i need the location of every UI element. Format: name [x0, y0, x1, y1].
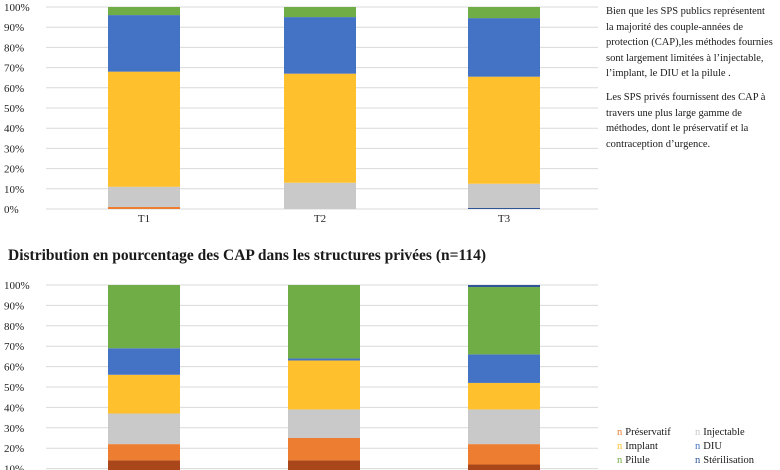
top-chart-y-tick-label: 90%	[4, 22, 24, 34]
bottom-chart-y-tick-label: 60%	[4, 362, 24, 374]
top-chart-y-tick-label: 100%	[4, 2, 30, 14]
legend-label: Stérilisation	[703, 455, 754, 466]
top-chart-bar-segment	[468, 18, 540, 77]
legend-marker-icon: n	[695, 455, 701, 466]
bottom-chart-bar-segment	[288, 358, 360, 361]
top-chart-bar-segment	[284, 73, 356, 183]
bottom-chart-bar-segment	[288, 409, 360, 438]
top-chart-bar-segment	[108, 206, 180, 209]
legend-label: Implant	[625, 441, 658, 452]
bottom-chart-bar-segment	[468, 285, 540, 288]
bottom-chart-bar-segment	[108, 413, 180, 445]
side-note: Bien que les SPS publics représentent la…	[606, 4, 774, 160]
legend-item: n Préservatif	[617, 426, 695, 440]
bottom-chart-y-tick-label: 10%	[4, 464, 24, 470]
bottom-chart-title: Distribution en pourcentage des CAP dans…	[8, 247, 487, 264]
top-chart-y-tick-label: 40%	[4, 123, 24, 135]
bottom-chart-bar-segment	[468, 464, 540, 470]
bottom-chart-y-tick-label: 40%	[4, 402, 24, 414]
top-chart-category-label: T2	[314, 213, 326, 225]
bottom-chart-y-tick-label: 90%	[4, 300, 24, 312]
bottom-chart-bar-segment	[108, 444, 180, 461]
bottom-chart-y-tick-label: 80%	[4, 321, 24, 333]
legend-marker-icon: n	[617, 427, 623, 438]
bottom-chart-y-tick-label: 30%	[4, 423, 24, 435]
legend-item: n Stérilisation	[695, 454, 773, 468]
bottom-chart-bar-segment	[468, 354, 540, 383]
bottom-chart-y-tick-label: 20%	[4, 443, 24, 455]
top-chart-y-tick-label: 80%	[4, 42, 24, 54]
top-chart-bar-segment	[284, 7, 356, 18]
top-chart-y-tick-label: 50%	[4, 103, 24, 115]
bottom-chart-bar-segment	[288, 460, 360, 470]
top-chart-category-label: T1	[138, 213, 150, 225]
legend-marker-icon: n	[695, 427, 701, 438]
top-chart-bar-segment	[284, 182, 356, 209]
chart-legend: n Préservatif n Injectablen Implant n DIUn Pilu…	[617, 426, 777, 468]
top-chart-bar-segment	[284, 17, 356, 74]
legend-marker-icon: n	[617, 441, 623, 452]
legend-label: Injectable	[703, 427, 745, 438]
bottom-chart-bar-segment	[288, 285, 360, 359]
bottom-chart-bar-segment	[108, 374, 180, 414]
legend-item: n DIU	[695, 440, 773, 454]
top-chart-y-tick-label: 10%	[4, 184, 24, 196]
legend-label: DIU	[703, 441, 722, 452]
side-note-paragraph-1: Bien que les SPS publics représentent la…	[606, 6, 773, 80]
bottom-chart-bar-segment	[468, 444, 540, 465]
top-chart-y-tick-label: 70%	[4, 63, 24, 75]
top-chart-bar-segment	[108, 186, 180, 207]
legend-item: n Implant	[617, 440, 695, 454]
legend-item: n Injectable	[695, 426, 773, 440]
legend-item: n Pilule	[617, 454, 695, 468]
bottom-chart-bar-segment	[288, 438, 360, 461]
top-chart-y-tick-label: 0%	[4, 204, 19, 216]
bottom-chart-bar-segment	[288, 360, 360, 410]
legend-label: Pilule	[625, 455, 650, 466]
bottom-chart-bar-segment	[108, 285, 180, 349]
legend-marker-icon: n	[617, 455, 623, 466]
top-chart-bar-segment	[108, 7, 180, 16]
top-chart-y-tick-label: 60%	[4, 83, 24, 95]
top-chart-bar-segment	[108, 71, 180, 187]
top-chart-category-label: T3	[498, 213, 511, 225]
bottom-chart-bar-segment	[108, 460, 180, 470]
bottom-chart-y-tick-label: 100%	[4, 280, 30, 292]
legend-label: Préservatif	[625, 427, 671, 438]
top-chart-bar-segment	[468, 207, 540, 209]
bottom-chart-bar-segment	[468, 287, 540, 355]
bottom-chart-bar-segment	[468, 382, 540, 410]
bottom-chart-bar-segment	[468, 409, 540, 445]
top-chart-bar-segment	[468, 183, 540, 208]
top-chart-y-tick-label: 30%	[4, 143, 24, 155]
side-note-paragraph-2: Les SPS privés fournissent des CAP à tra…	[606, 91, 766, 150]
top-chart-bar-segment	[108, 15, 180, 72]
top-chart-y-tick-label: 20%	[4, 164, 24, 176]
top-chart-bar-segment	[468, 7, 540, 19]
bottom-chart-y-tick-label: 50%	[4, 382, 24, 394]
top-chart-bar-segment	[468, 76, 540, 184]
bottom-chart-bar-segment	[108, 348, 180, 375]
legend-marker-icon: n	[695, 441, 701, 452]
bottom-chart-y-tick-label: 70%	[4, 341, 24, 353]
